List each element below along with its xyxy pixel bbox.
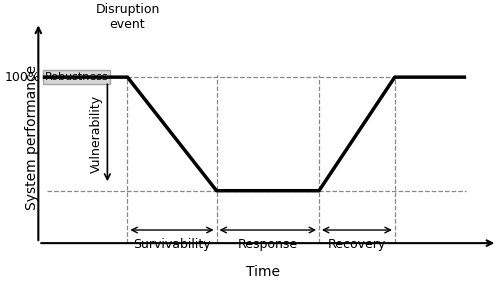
Text: Disruption
event: Disruption event bbox=[96, 3, 160, 31]
Text: Robustness: Robustness bbox=[45, 72, 109, 82]
Text: Survivability: Survivability bbox=[133, 238, 211, 251]
Text: Time: Time bbox=[246, 265, 280, 279]
Text: 100%: 100% bbox=[4, 71, 41, 84]
Text: Vulnerability: Vulnerability bbox=[90, 95, 103, 173]
Text: System performance: System performance bbox=[24, 65, 38, 210]
Text: Recovery: Recovery bbox=[328, 238, 386, 251]
Text: Response: Response bbox=[238, 238, 298, 251]
